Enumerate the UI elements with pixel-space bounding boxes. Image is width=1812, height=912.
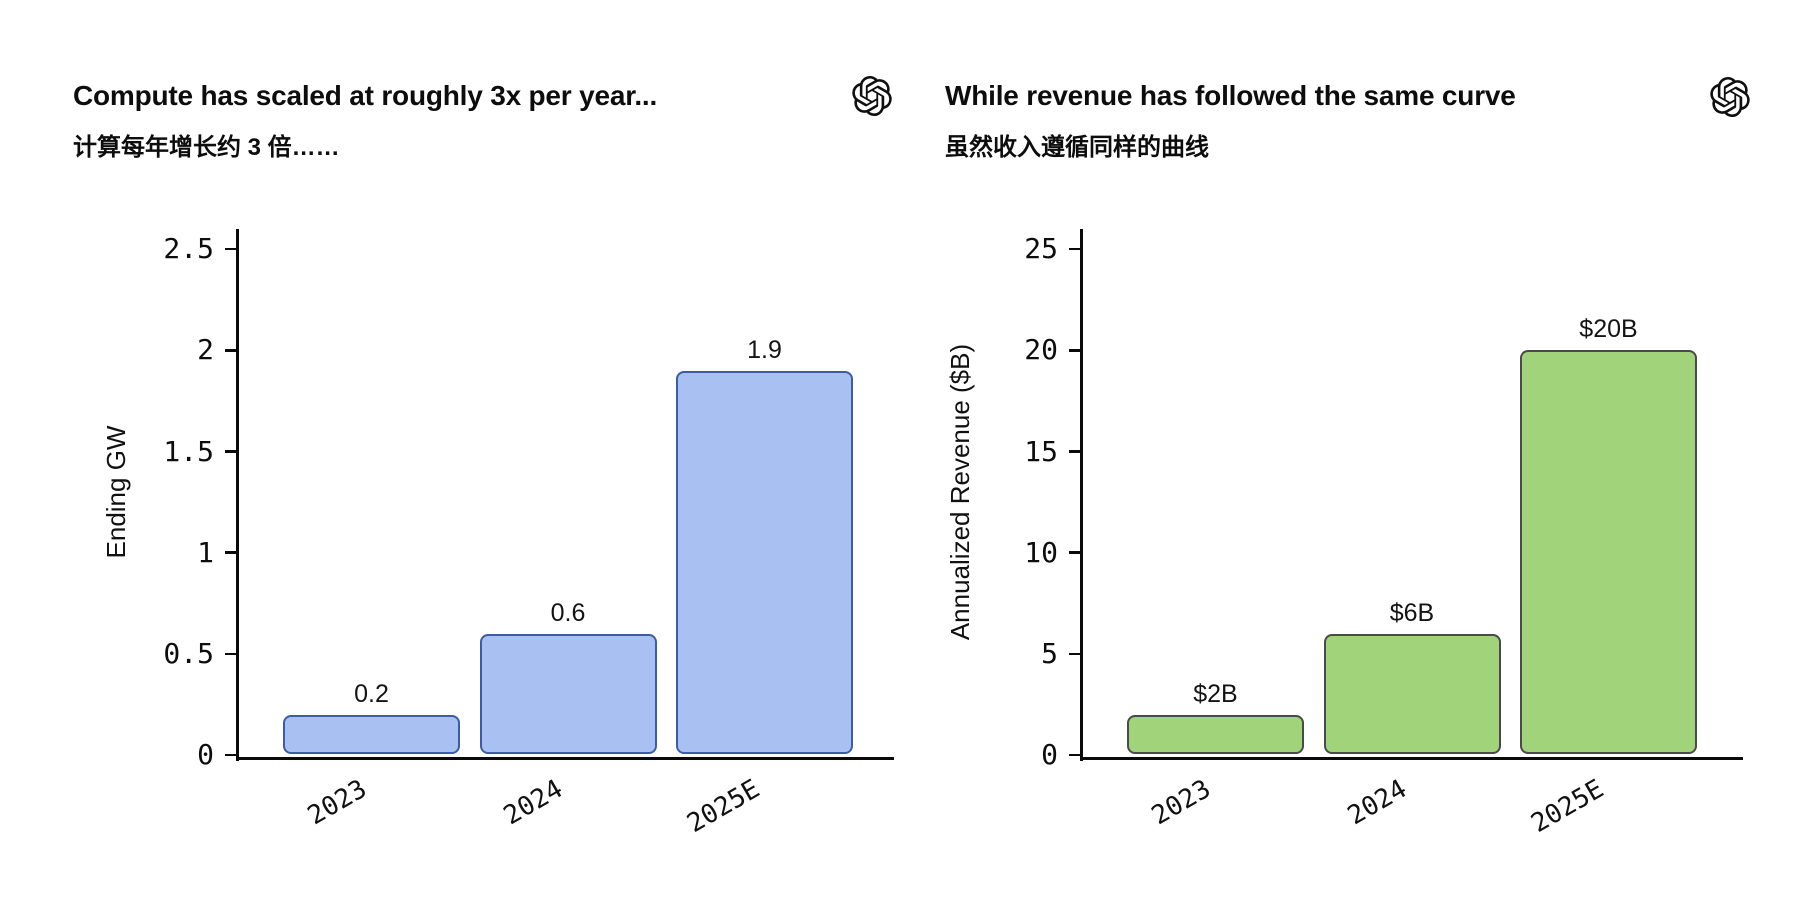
bar-2025E <box>676 370 853 754</box>
bar-2023 <box>283 714 460 754</box>
x-tick-label: 2025E <box>1525 774 1609 840</box>
y-tick-label: 1 <box>197 535 214 569</box>
x-axis-line <box>236 757 894 760</box>
y-tick-mark <box>225 652 238 656</box>
y-tick-mark <box>225 450 238 453</box>
y-tick-mark <box>1069 753 1082 757</box>
y-axis-title: Annualized Revenue ($B) <box>945 343 975 641</box>
bar-value-label: $2B <box>1193 679 1238 708</box>
bar-value-label: 0.2 <box>354 679 389 708</box>
y-tick-mark <box>1069 247 1082 251</box>
y-tick-label: 20 <box>1024 333 1058 367</box>
y-axis-line <box>1080 229 1083 761</box>
bar-value-label: 0.6 <box>550 598 586 627</box>
compute-panel-subtitle: 计算每年增长约 3 倍…… <box>73 134 340 161</box>
y-tick-mark <box>1069 450 1082 453</box>
y-tick-label: 0 <box>197 738 214 771</box>
revenue-panel-title: While revenue has followed the same curv… <box>945 80 1516 111</box>
y-tick-label: 10 <box>1024 535 1058 569</box>
y-tick-mark <box>225 551 238 554</box>
y-tick-mark <box>225 247 238 251</box>
x-axis-line <box>1080 757 1743 760</box>
y-tick-label: 25 <box>1024 232 1058 266</box>
y-tick-label: 2.5 <box>163 232 214 266</box>
y-tick-label: 2 <box>197 333 214 367</box>
y-tick-label: 15 <box>1024 434 1058 468</box>
revenue-panel-subtitle: 虽然收入遵循同样的曲线 <box>945 134 1209 161</box>
y-tick-mark <box>225 349 238 352</box>
y-tick-mark <box>225 753 238 757</box>
y-tick-label: 1.5 <box>163 434 214 468</box>
x-tick-label: 2023 <box>1146 774 1216 832</box>
y-tick-mark <box>1069 551 1082 554</box>
bar-value-label: $20B <box>1579 315 1638 344</box>
y-tick-mark <box>1069 349 1082 352</box>
bar-value-label: 1.9 <box>747 335 782 364</box>
y-tick-label: 0.5 <box>163 636 214 670</box>
bar-2024 <box>479 633 657 754</box>
x-tick-label: 2024 <box>1342 774 1412 832</box>
bar-2024 <box>1323 633 1501 754</box>
bar-2025E <box>1520 350 1697 754</box>
compute-panel-title: Compute has scaled at roughly 3x per yea… <box>73 80 658 111</box>
y-tick-label: 5 <box>1041 636 1058 670</box>
bar-2023 <box>1127 714 1304 754</box>
y-axis-line <box>236 229 239 761</box>
openai-logo-icon <box>1710 77 1750 118</box>
y-tick-label: 0 <box>1041 738 1058 771</box>
openai-logo-icon <box>852 76 892 117</box>
y-tick-mark <box>1069 652 1082 656</box>
bar-value-label: $6B <box>1389 598 1435 627</box>
